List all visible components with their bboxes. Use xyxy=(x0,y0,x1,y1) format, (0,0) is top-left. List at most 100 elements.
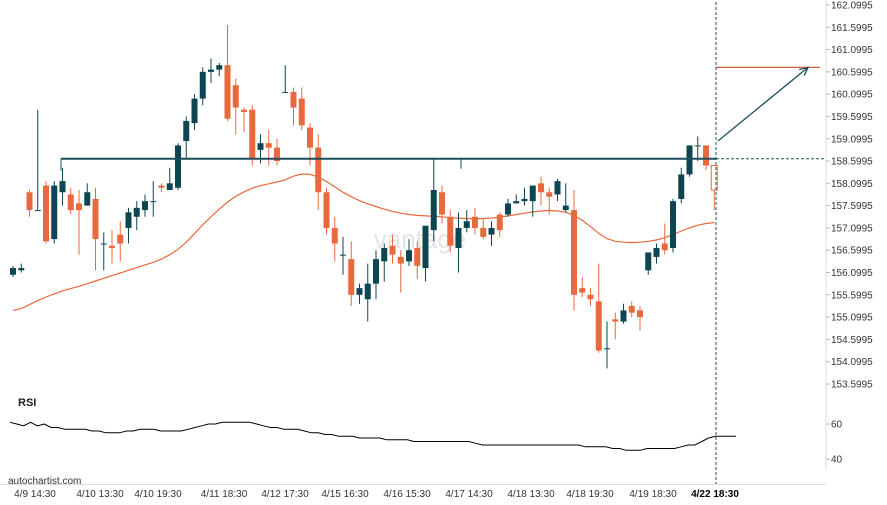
candle xyxy=(26,190,33,217)
candle-body xyxy=(26,192,33,211)
candle xyxy=(710,164,718,211)
rsi-panel: RSI 60 40 xyxy=(9,397,843,466)
candle xyxy=(265,129,272,166)
candle-body xyxy=(620,310,627,322)
candle xyxy=(604,321,610,369)
candle xyxy=(439,185,445,224)
time-tick-label: 4/15 16:30 xyxy=(321,489,369,500)
time-tick-label: 4/9 14:30 xyxy=(14,489,56,500)
candle-body xyxy=(406,250,412,262)
candle xyxy=(100,232,107,271)
candle-body xyxy=(348,259,355,295)
candle-body xyxy=(274,147,280,162)
candle-body xyxy=(232,85,239,108)
time-tick-label: 4/22 18:30 xyxy=(691,489,739,500)
candle-body xyxy=(422,225,429,269)
candle-body xyxy=(430,190,437,231)
candle xyxy=(373,250,379,300)
candle-body xyxy=(604,348,610,350)
candle xyxy=(620,303,627,324)
candle xyxy=(455,212,462,273)
candle xyxy=(389,234,396,264)
candle-body xyxy=(43,185,49,242)
candle xyxy=(241,107,247,133)
candle xyxy=(397,250,404,293)
price-tick-label: 160.0995 xyxy=(831,90,873,101)
candle-body xyxy=(678,174,685,199)
candle xyxy=(150,181,157,217)
candle xyxy=(381,243,388,282)
candle-body xyxy=(381,247,388,262)
time-tick-label: 4/17 14:30 xyxy=(445,489,493,500)
candle-body xyxy=(208,69,214,72)
candle xyxy=(208,58,214,84)
candle xyxy=(290,87,297,126)
candle xyxy=(447,210,454,253)
time-tick-label: 4/18 13:30 xyxy=(507,489,555,500)
candle xyxy=(653,243,660,264)
candle xyxy=(232,78,239,135)
candle xyxy=(249,105,256,166)
candle-body xyxy=(389,245,396,255)
price-tick-label: 157.5995 xyxy=(831,201,873,212)
candle-body xyxy=(257,143,264,150)
price-tick-label: 158.5995 xyxy=(831,157,873,168)
price-tick-label: 159.5995 xyxy=(831,112,873,123)
candle-body xyxy=(554,181,561,195)
candle xyxy=(10,265,16,277)
candle-body xyxy=(670,201,676,248)
candle xyxy=(587,288,594,306)
candle xyxy=(175,143,181,191)
candle-body xyxy=(686,145,693,175)
candle-body xyxy=(710,164,718,191)
candle xyxy=(521,187,528,206)
candle xyxy=(571,190,577,311)
candle-body xyxy=(290,91,297,108)
price-tick-label: 155.0995 xyxy=(831,313,873,324)
candle-body xyxy=(463,221,470,228)
candle-body xyxy=(315,147,322,193)
time-tick-label: 4/18 19:30 xyxy=(566,489,614,500)
candle-body xyxy=(340,254,346,256)
price-tick-label: 156.5995 xyxy=(831,246,873,257)
price-tick-label: 155.5995 xyxy=(831,290,873,301)
candle-body xyxy=(661,243,668,251)
candle xyxy=(678,167,685,204)
candle-body xyxy=(414,247,421,266)
time-axis: 4/9 14:30 4/10 13:30 4/10 19:30 4/11 18:30 4… xyxy=(14,489,739,500)
candle xyxy=(488,221,495,246)
candle-body xyxy=(216,65,223,70)
candle-body xyxy=(571,210,577,295)
candle xyxy=(595,263,602,353)
candle-body xyxy=(142,201,148,211)
candle xyxy=(430,158,437,242)
candle-body xyxy=(249,109,256,159)
candle-body xyxy=(59,181,66,193)
candle-body xyxy=(364,283,371,300)
candle-body xyxy=(505,203,511,215)
candle-body xyxy=(612,319,619,322)
candle xyxy=(109,230,115,264)
time-tick-label: 4/12 17:30 xyxy=(261,489,309,500)
time-tick-label: 4/10 19:30 xyxy=(134,489,182,500)
candle xyxy=(282,65,289,93)
candle xyxy=(84,183,91,206)
candle xyxy=(323,187,330,235)
time-tick-label: 4/10 13:30 xyxy=(76,489,124,500)
candle-body xyxy=(579,288,586,293)
candle-body xyxy=(84,192,91,206)
candle-body xyxy=(175,145,181,188)
candle-body xyxy=(133,207,140,217)
candle xyxy=(158,183,165,193)
candle xyxy=(166,167,173,191)
time-tick-label: 4/16 15:30 xyxy=(383,489,431,500)
candle xyxy=(513,194,520,204)
candle-body xyxy=(645,252,652,271)
candle-body xyxy=(703,145,709,166)
candle xyxy=(18,263,25,273)
candle-body xyxy=(150,201,157,203)
candle-body xyxy=(538,183,544,193)
candle xyxy=(612,312,619,340)
candle xyxy=(117,221,124,262)
time-tick-label: 4/11 18:30 xyxy=(201,489,248,500)
